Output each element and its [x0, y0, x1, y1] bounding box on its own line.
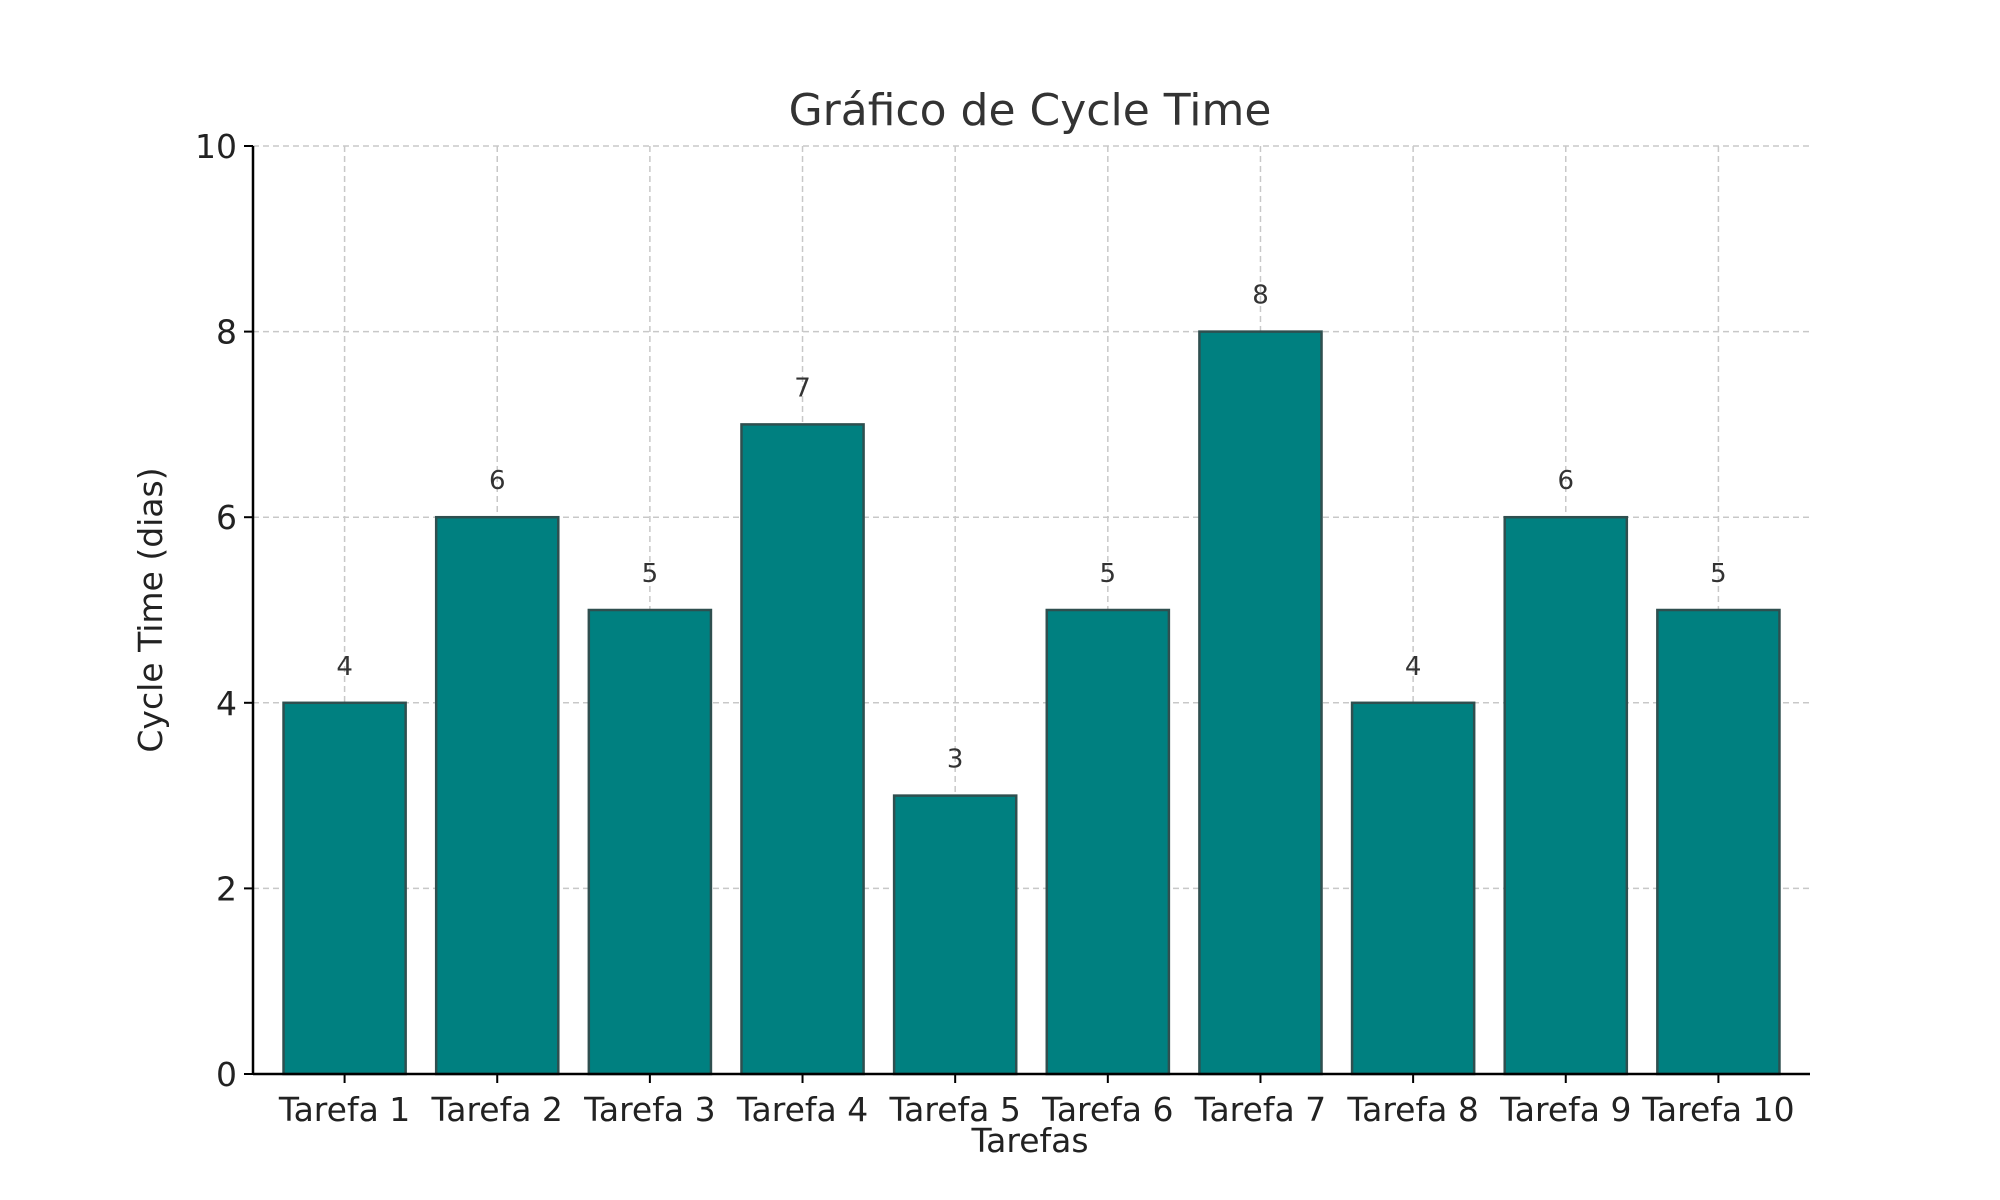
data-labels: 4 6 5 7 3 5 8 4 6 5: [336, 281, 1726, 775]
bar-value-label: 3: [947, 745, 964, 775]
y-axis-label: Cycle Time (dias): [131, 467, 170, 752]
bar-value-label: 5: [642, 559, 659, 589]
x-tick-label: Tarefa 2: [431, 1090, 563, 1129]
bar: [587, 608, 713, 1076]
x-tick-label: Tarefa 8: [1346, 1090, 1478, 1129]
bar-value-label: 5: [1710, 559, 1727, 589]
x-axis-label: Tarefas: [970, 1121, 1088, 1160]
x-tick-label: Tarefa 6: [1041, 1090, 1173, 1129]
bar-value-label: 6: [489, 466, 506, 496]
x-tick-label: Tarefa 10: [1641, 1090, 1794, 1129]
axes: [251, 146, 1810, 1076]
bars: [282, 330, 1781, 1076]
y-tick-label: 6: [216, 498, 237, 537]
y-tick-label: 4: [216, 684, 237, 723]
ticks: 0 2 4 6 8 10 Tarefa 1 Tarefa 2 Tarefa 3 Tarefa 4 T…: [195, 127, 1795, 1129]
bar: [1656, 608, 1781, 1076]
bar: [1045, 608, 1171, 1076]
bar: [1350, 701, 1476, 1076]
bar-value-label: 5: [1100, 559, 1117, 589]
chart-title: Gráfico de Cycle Time: [789, 85, 1272, 136]
x-tick-label: Tarefa 4: [736, 1090, 868, 1129]
bar: [434, 515, 560, 1076]
y-tick-label: 0: [216, 1055, 237, 1094]
x-tick-label: Tarefa 3: [583, 1090, 715, 1129]
x-tick-label: Tarefa 5: [888, 1090, 1020, 1129]
y-tick-label: 10: [195, 127, 237, 166]
x-tick-label: Tarefa 7: [1194, 1090, 1326, 1129]
bar: [892, 794, 1018, 1076]
x-tick-label: Tarefa 9: [1499, 1090, 1631, 1129]
bar: [282, 701, 407, 1076]
bar: [740, 423, 865, 1076]
y-tick-label: 2: [216, 869, 237, 908]
bar: [1198, 330, 1323, 1076]
bar-value-label: 4: [336, 652, 353, 682]
y-tick-label: 8: [216, 313, 237, 352]
bar: [1503, 515, 1629, 1076]
x-tick-label: Tarefa 1: [278, 1090, 410, 1129]
bar-value-label: 6: [1557, 466, 1574, 496]
bar-value-label: 7: [794, 373, 811, 403]
bar-value-label: 8: [1252, 281, 1269, 311]
bar-value-label: 4: [1405, 652, 1422, 682]
